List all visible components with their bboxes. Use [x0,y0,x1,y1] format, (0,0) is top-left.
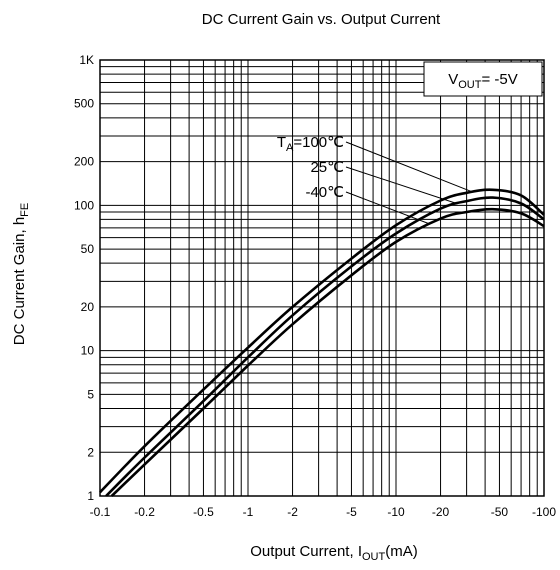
y-tick-label: 1 [87,489,94,503]
series-label-25: 25℃ [310,159,344,176]
x-tick-label: -0.1 [90,505,111,519]
x-tick-label: -1 [243,505,254,519]
y-tick-label: 500 [74,97,94,111]
grid [100,60,544,496]
y-tick-label: 10 [81,344,95,358]
series-layer [99,188,545,497]
condition-box [423,61,543,97]
x-tick-label: -2 [287,505,298,519]
x-tick-label: -100 [532,505,556,519]
condition-label: VOUT= -5V [448,71,518,91]
series-label-minus40: -40℃ [305,184,344,201]
x-tick-label: -0.5 [193,505,214,519]
leader-line-1 [345,166,458,205]
x-tick-labels: -0.1 -0.2 -0.5 -1 -2 -5 -10 -20 -50 -100 [90,505,557,519]
x-tick-label: -0.2 [134,505,155,519]
leader-line-0 [345,141,473,193]
x-tick-label: -50 [491,505,509,519]
series-line-0 [99,188,545,494]
series-label-100: TA=100℃ [277,134,344,154]
leader-line-2 [345,191,431,225]
y-tick-label: 200 [74,155,94,169]
y-tick-labels: 1 2 5 10 20 50 100 200 500 1K [74,53,94,503]
x-tick-label: -5 [346,505,357,519]
plot-frame [99,59,545,497]
series-line-2 [110,207,545,497]
y-tick-label: 100 [74,198,94,212]
leader-layer [345,141,473,225]
y-tick-label: 2 [87,445,94,459]
x-axis-label: Output Current, IOUT(mA) [250,543,417,563]
y-tick-label: 50 [81,242,95,256]
series-line-1 [105,196,545,497]
chart-title: DC Current Gain vs. Output Current [202,11,441,28]
y-axis-label: DC Current Gain, hFE [11,203,31,345]
y-tick-label: 5 [87,387,94,401]
x-tick-label: -20 [432,505,450,519]
x-tick-label: -10 [387,505,405,519]
y-tick-label: 20 [81,300,95,314]
y-tick-label: 1K [79,53,94,67]
